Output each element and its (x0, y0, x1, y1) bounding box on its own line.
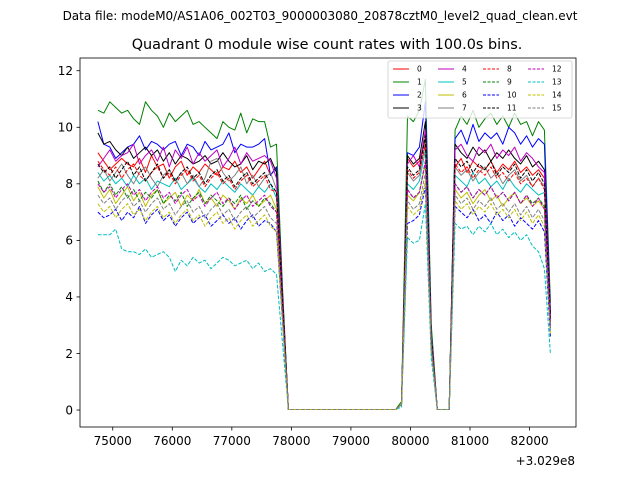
legend-item-2: 2 (393, 91, 422, 100)
legend-label: 0 (417, 65, 422, 74)
x-tick-label: 80000 (391, 434, 429, 448)
x-tick-label: 77000 (213, 434, 251, 448)
x-axis: 75000 76000 77000 78000 79000 80000 81000 82000 (94, 427, 549, 448)
y-tick-label: 6 (65, 234, 73, 248)
x-tick-label: 75000 (94, 434, 132, 448)
series-line-14 (97, 180, 551, 410)
legend-item-7: 7 (438, 104, 467, 113)
legend-label: 8 (507, 65, 512, 74)
legend-label: 11 (507, 104, 517, 113)
legend-item-8: 8 (483, 65, 512, 74)
plot-area (79, 57, 577, 428)
legend-item-12: 12 (528, 65, 562, 74)
legend-item-0: 0 (393, 65, 422, 74)
axes-frame (79, 57, 577, 428)
legend-item-3: 3 (393, 104, 422, 113)
legend-item-10: 10 (483, 91, 517, 100)
legend-item-5: 5 (438, 78, 467, 87)
legend-label: 6 (462, 91, 467, 100)
x-tick-label: 78000 (272, 434, 310, 448)
legend-label: 2 (417, 91, 422, 100)
legend-item-11: 11 (483, 104, 517, 113)
legend-label: 3 (417, 104, 422, 113)
y-tick-label: 8 (65, 177, 73, 191)
legend-label: 15 (552, 104, 562, 113)
chart-title: Quadrant 0 module wise count rates with … (132, 37, 523, 53)
y-tick-label: 12 (58, 64, 73, 78)
x-tick-label: 79000 (332, 434, 370, 448)
legend-item-4: 4 (438, 65, 467, 74)
series-line-8 (97, 143, 551, 410)
series-line-15 (97, 172, 551, 410)
x-tick-label: 82000 (510, 434, 548, 448)
y-tick-label: 2 (65, 347, 73, 361)
legend-label: 13 (552, 78, 562, 87)
legend-item-14: 14 (528, 91, 562, 100)
legend-label: 12 (552, 65, 562, 74)
series-lines (97, 78, 551, 410)
legend-item-15: 15 (528, 104, 562, 113)
legend-label: 1 (417, 78, 422, 87)
chart-suptitle: Data file: modeM0/AS1A06_002T03_90000030… (63, 9, 578, 23)
y-tick-label: 4 (65, 290, 73, 304)
legend-item-1: 1 (393, 78, 422, 87)
y-axis: 0 2 4 6 8 10 12 (58, 64, 80, 417)
legend-label: 5 (462, 78, 467, 87)
x-tick-label: 81000 (451, 434, 489, 448)
legend-label: 9 (507, 78, 512, 87)
y-tick-label: 10 (58, 121, 73, 135)
legend-label: 14 (552, 91, 562, 100)
y-tick-label: 0 (65, 403, 73, 417)
legend-item-13: 13 (528, 78, 562, 87)
x-tick-label: 76000 (153, 434, 191, 448)
x-offset-label: +3.029e8 (516, 454, 575, 468)
legend-label: 4 (462, 65, 467, 74)
legend-label: 7 (462, 104, 467, 113)
legend-item-6: 6 (438, 91, 467, 100)
legend-label: 10 (507, 91, 517, 100)
legend-box (387, 60, 573, 119)
legend-item-9: 9 (483, 78, 512, 87)
